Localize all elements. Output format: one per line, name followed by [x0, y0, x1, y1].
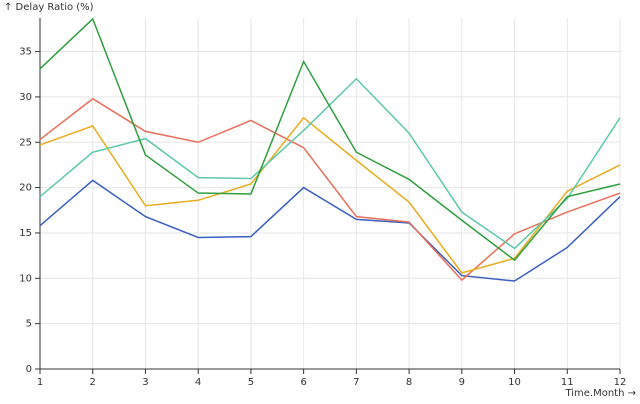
y-tick-label: 25: [19, 137, 32, 148]
y-axis-label: ↑ Delay Ratio (%): [4, 2, 94, 13]
series-line: [39, 97, 621, 282]
series-line: [39, 77, 621, 250]
series-line: [39, 17, 621, 262]
y-tick-label: 15: [19, 228, 32, 239]
y-tick-label: 10: [19, 273, 32, 284]
y-tick-label: 20: [19, 183, 32, 194]
y-tick-label: 30: [19, 92, 32, 103]
x-tick-label: 9: [459, 377, 465, 388]
x-tick-label: 12: [614, 377, 627, 388]
x-tick-label: 1: [37, 377, 43, 388]
x-tick-label: 7: [353, 377, 359, 388]
x-tick-label: 3: [142, 377, 148, 388]
x-axis-label: Time.Month →: [564, 388, 636, 399]
x-tick-label: 2: [90, 377, 96, 388]
x-tick-label: 6: [300, 377, 306, 388]
series-line: [39, 179, 621, 282]
x-tick-label: 11: [561, 377, 574, 388]
x-tick-label: 5: [248, 377, 254, 388]
y-tick-label: 35: [19, 47, 32, 58]
y-tick-label: 0: [26, 364, 32, 375]
x-tick-label: 4: [195, 377, 201, 388]
series-line: [39, 116, 621, 274]
x-tick-label: 10: [508, 377, 521, 388]
x-tick-label: 8: [406, 377, 412, 388]
y-tick-label: 5: [26, 319, 32, 330]
